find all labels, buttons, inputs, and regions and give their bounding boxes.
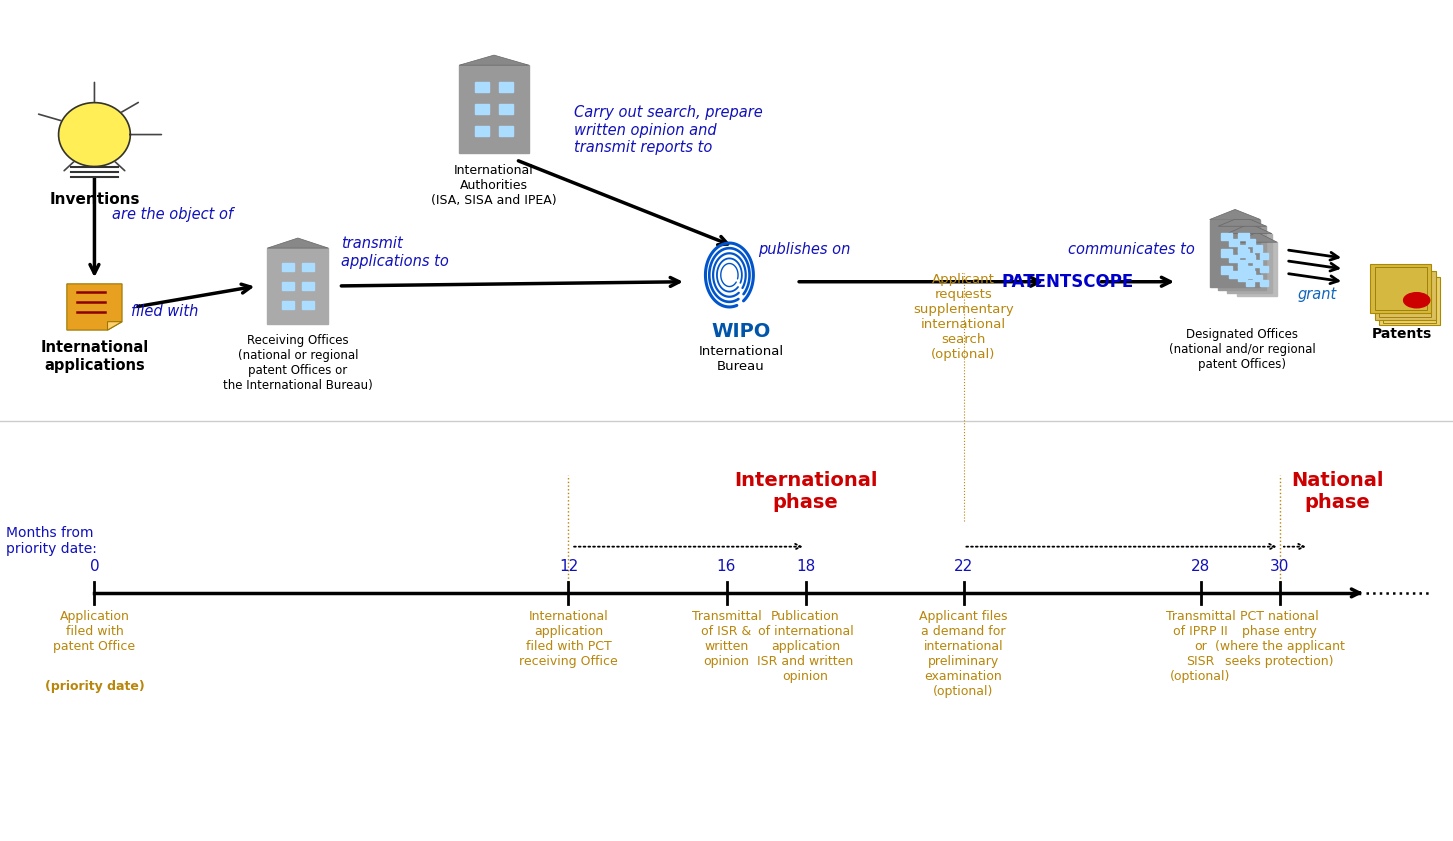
Bar: [1252, 245, 1261, 251]
Text: International
Authorities
(ISA, SISA and IPEA): International Authorities (ISA, SISA and…: [432, 164, 556, 207]
Text: National
phase: National phase: [1292, 472, 1383, 512]
Bar: [1247, 279, 1254, 286]
Text: Carry out search, prepare
written opinion and
transmit reports to: Carry out search, prepare written opinio…: [574, 105, 763, 156]
Bar: [1238, 245, 1247, 251]
Polygon shape: [1237, 232, 1277, 242]
Bar: [1245, 255, 1255, 262]
Bar: [267, 248, 328, 324]
Bar: [1222, 250, 1232, 257]
Polygon shape: [58, 103, 131, 167]
Bar: [1238, 232, 1248, 241]
Circle shape: [1404, 293, 1430, 308]
Bar: [1260, 252, 1267, 259]
Bar: [302, 262, 314, 272]
Polygon shape: [1209, 209, 1260, 220]
Bar: [1209, 220, 1260, 287]
Text: filed with: filed with: [131, 304, 198, 319]
Bar: [498, 104, 513, 114]
Text: 12: 12: [559, 559, 578, 574]
Bar: [498, 82, 513, 93]
Bar: [1238, 250, 1248, 257]
Bar: [475, 104, 490, 114]
Bar: [1222, 232, 1232, 241]
Text: 30: 30: [1270, 559, 1289, 574]
Bar: [1247, 266, 1254, 272]
Text: Designated Offices
(national and/or regional
patent Offices): Designated Offices (national and/or regi…: [1170, 328, 1315, 371]
Bar: [282, 282, 294, 290]
Bar: [1252, 275, 1261, 282]
Text: PATENTSCOPE: PATENTSCOPE: [1001, 272, 1135, 291]
Text: Receiving Offices
(national or regional
patent Offices or
the International Bure: Receiving Offices (national or regional …: [222, 334, 373, 392]
Bar: [1229, 271, 1239, 278]
Bar: [1379, 277, 1440, 325]
Text: Inventions: Inventions: [49, 192, 139, 207]
Text: (priority date): (priority date): [45, 680, 144, 693]
Text: 22: 22: [955, 559, 974, 574]
Text: WIPO: WIPO: [712, 322, 770, 341]
Polygon shape: [459, 56, 529, 66]
Bar: [1222, 266, 1232, 273]
Text: Transmittal
of ISR &
written
opinion: Transmittal of ISR & written opinion: [692, 610, 761, 668]
Bar: [475, 126, 490, 136]
Bar: [1375, 267, 1427, 310]
Bar: [1375, 271, 1436, 320]
Bar: [1245, 239, 1255, 246]
Text: 28: 28: [1191, 559, 1210, 574]
Text: transmit
applications to: transmit applications to: [341, 236, 449, 268]
Text: Transmittal
of IPRP II
or
SISR
(optional): Transmittal of IPRP II or SISR (optional…: [1165, 610, 1235, 683]
Bar: [1229, 255, 1239, 262]
Bar: [302, 300, 314, 309]
Bar: [498, 126, 513, 136]
Bar: [282, 262, 294, 272]
Text: PCT national
phase entry
(where the applicant
seeks protection): PCT national phase entry (where the appl…: [1215, 610, 1344, 668]
Bar: [1238, 260, 1247, 267]
Bar: [1260, 279, 1267, 286]
Text: International
application
filed with PCT
receiving Office: International application filed with PCT…: [519, 610, 618, 668]
Text: International
phase: International phase: [734, 472, 878, 512]
Polygon shape: [108, 322, 122, 331]
Text: Months from
priority date:: Months from priority date:: [6, 526, 97, 556]
Polygon shape: [1218, 216, 1267, 226]
Text: 16: 16: [716, 559, 737, 574]
Bar: [1379, 273, 1431, 317]
Bar: [1260, 266, 1267, 272]
Text: publishes on: publishes on: [758, 242, 851, 257]
Polygon shape: [67, 284, 122, 331]
Bar: [475, 82, 490, 93]
Bar: [1247, 252, 1254, 259]
Polygon shape: [1228, 224, 1271, 234]
Bar: [1237, 242, 1277, 296]
Bar: [1252, 260, 1261, 267]
Text: Application
filed with
patent Office: Application filed with patent Office: [54, 610, 135, 653]
Bar: [1229, 239, 1239, 246]
Text: 0: 0: [90, 559, 99, 574]
Text: communicates to: communicates to: [1068, 242, 1194, 257]
Bar: [1218, 226, 1267, 290]
Bar: [1238, 275, 1247, 282]
Text: International
applications: International applications: [41, 340, 148, 373]
Text: 18: 18: [796, 559, 815, 574]
Bar: [1383, 279, 1436, 323]
Bar: [1245, 271, 1255, 278]
Text: grant: grant: [1298, 287, 1337, 302]
Text: International
Bureau: International Bureau: [699, 345, 783, 373]
Text: Patents: Patents: [1372, 327, 1433, 341]
Bar: [302, 282, 314, 290]
Bar: [1370, 264, 1431, 313]
Polygon shape: [267, 238, 328, 248]
Text: Publication
of international
application
ISR and written
opinion: Publication of international application…: [757, 610, 853, 683]
Bar: [459, 66, 529, 153]
Text: are the object of: are the object of: [112, 207, 232, 222]
Bar: [1238, 266, 1248, 273]
Text: Applicant
requests
supplementary
international
search
(optional): Applicant requests supplementary interna…: [912, 273, 1014, 362]
Bar: [282, 300, 294, 309]
Bar: [1228, 234, 1271, 293]
Text: Applicant files
a demand for
international
preliminary
examination
(optional): Applicant files a demand for internation…: [920, 610, 1008, 698]
